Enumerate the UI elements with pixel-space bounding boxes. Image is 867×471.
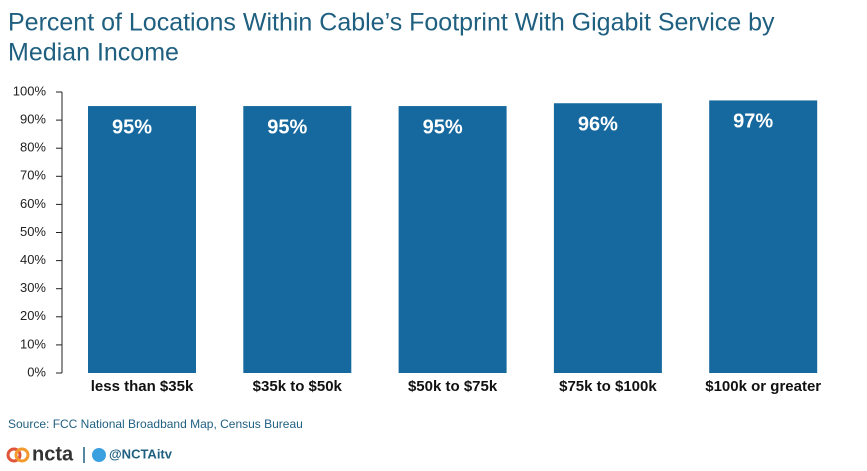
footer-logo [6, 447, 30, 463]
bar [398, 106, 507, 374]
bar [709, 100, 818, 374]
y-tick-label: 20% [20, 308, 46, 323]
y-tick-label: 0% [27, 364, 46, 379]
y-tick-label: 80% [20, 140, 46, 155]
bar [243, 106, 352, 374]
x-tick-label: less than $35k [91, 378, 194, 395]
y-tick-label: 10% [20, 336, 46, 351]
handle: @NCTAitv [109, 446, 173, 461]
x-tick-label: $35k to $50k [253, 378, 343, 395]
value-label: 95% [267, 116, 307, 138]
x-tick-label: $50k to $75k [408, 378, 498, 395]
value-label: 95% [423, 116, 463, 138]
x-tick-label: $75k to $100k [559, 378, 657, 395]
value-label: 96% [578, 114, 618, 136]
chart-title-line: Median Income [8, 39, 179, 67]
value-label: 97% [733, 111, 773, 133]
logo-ring [6, 447, 22, 463]
source: Source: FCC National Broadband Map, Cens… [8, 417, 303, 431]
brand: ncta [32, 443, 74, 465]
chart-title-line: Percent of Locations Within Cable’s Foot… [8, 9, 775, 37]
y-tick-label: 100% [13, 83, 47, 98]
logo-ring [14, 447, 30, 463]
twitter-icon [92, 448, 106, 462]
y-tick-label: 40% [20, 252, 46, 267]
y-tick-label: 60% [20, 196, 46, 211]
y-tick-label: 50% [20, 224, 46, 239]
y-tick-label: 70% [20, 168, 46, 183]
value-label: 95% [112, 116, 152, 138]
y-tick-label: 90% [20, 112, 46, 127]
bar [88, 106, 196, 374]
bar [553, 103, 662, 374]
x-tick-label: $100k or greater [705, 378, 821, 395]
y-tick-label: 30% [20, 280, 46, 295]
